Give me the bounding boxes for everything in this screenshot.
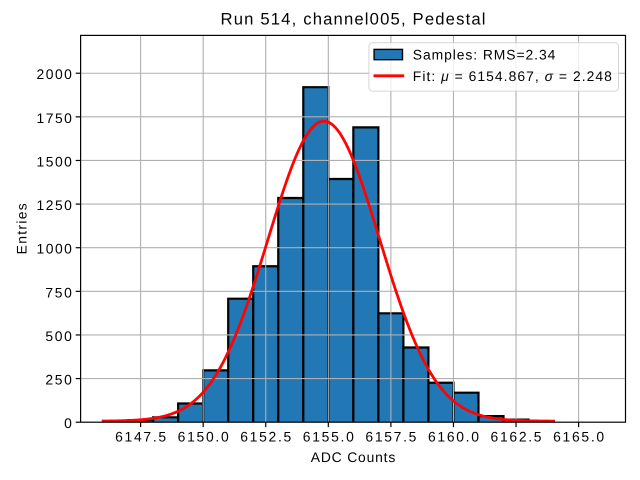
svg-text:1000: 1000 [37,241,73,257]
svg-text:Samples: RMS=2.34: Samples: RMS=2.34 [413,47,556,63]
svg-text:6157.5: 6157.5 [365,429,416,445]
svg-text:1500: 1500 [37,153,73,169]
svg-text:1750: 1750 [37,110,73,126]
svg-text:Run 514, channel005, Pedestal: Run 514, channel005, Pedestal [221,10,486,29]
svg-text:0: 0 [64,415,72,431]
svg-text:1250: 1250 [37,197,73,213]
svg-text:6147.5: 6147.5 [115,429,166,445]
svg-text:6165.0: 6165.0 [553,429,604,445]
svg-text:ADC Counts: ADC Counts [311,449,396,465]
svg-text:Entries: Entries [14,203,30,254]
svg-text:750: 750 [45,284,72,300]
svg-text:6152.5: 6152.5 [240,429,291,445]
svg-text:2000: 2000 [37,66,73,82]
svg-text:Fit: μ = 6154.867, σ = 2.248: Fit: μ = 6154.867, σ = 2.248 [413,68,612,84]
svg-text:250: 250 [45,372,72,388]
svg-text:6162.5: 6162.5 [491,429,542,445]
svg-text:500: 500 [45,328,72,344]
svg-text:6150.0: 6150.0 [178,429,229,445]
svg-text:6155.0: 6155.0 [303,429,354,445]
svg-text:6160.0: 6160.0 [428,429,479,445]
